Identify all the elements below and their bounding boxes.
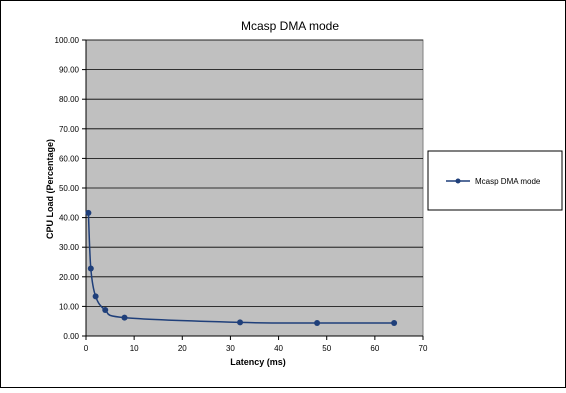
data-point [237,319,244,326]
data-point [314,319,321,326]
y-tick-label: 50.00 [59,184,80,193]
y-axis-title: CPU Load (Percentage) [45,139,55,239]
y-axis: 0.00 10.00 20.00 30.00 40.00 50.00 60.00 70.00 8… [55,36,87,341]
y-tick-label: 10.00 [59,302,80,311]
gridlines [86,39,423,307]
data-point [85,209,92,216]
data-point [102,306,109,313]
data-point [92,293,99,300]
x-tick-label: 20 [178,344,187,353]
data-point [87,265,94,272]
x-axis: 0 10 20 30 40 50 60 70 [84,335,428,353]
legend-series-label: Mcasp DMA mode [475,177,541,186]
x-tick-label: 50 [322,344,331,353]
y-tick-label: 70.00 [59,125,80,134]
y-tick-label: 40.00 [59,214,80,223]
series-layer [85,209,398,326]
chart-title: Mcasp DMA mode [241,19,339,33]
y-tick-label: 20.00 [59,273,80,282]
y-tick-label: 80.00 [59,95,80,104]
x-axis-title: Latency (ms) [230,357,286,367]
y-tick-label: 60.00 [59,154,80,163]
legend-swatch-marker [455,178,461,184]
y-tick-label: 100.00 [55,36,80,45]
series-line [87,212,395,324]
data-point [121,314,128,321]
x-tick-label: 40 [274,344,283,353]
y-tick-label: 90.00 [59,66,80,75]
x-tick-label: 10 [130,344,139,353]
x-tick-label: 70 [419,344,428,353]
data-point [391,319,398,326]
x-tick-label: 0 [84,344,89,353]
y-tick-label: 0.00 [63,332,79,341]
x-tick-label: 30 [226,344,235,353]
x-tick-label: 60 [370,344,379,353]
legend: Mcasp DMA mode [427,150,563,211]
y-tick-label: 30.00 [59,243,80,252]
